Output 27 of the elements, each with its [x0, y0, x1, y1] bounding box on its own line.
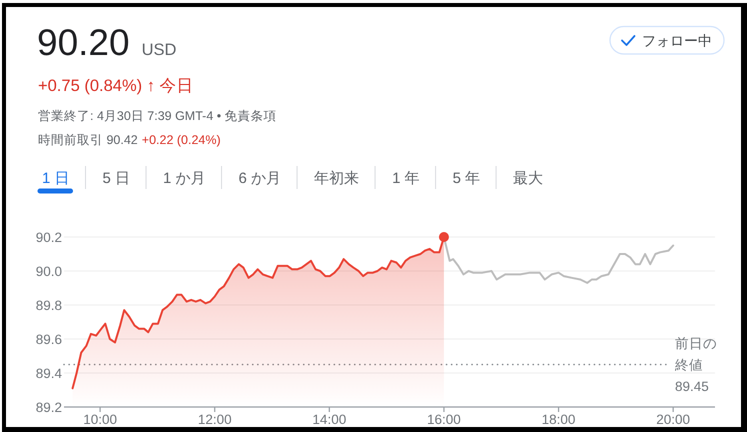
chart-title: 90.20 USD: [37, 22, 177, 63]
text: 5 日: [102, 170, 130, 187]
text: 最大: [513, 170, 544, 187]
text: 時間前取引 90.42: [38, 133, 138, 147]
x-tick-label: 10:00: [83, 412, 117, 427]
x-tick-label: 20:00: [656, 412, 690, 427]
text: 営業終了: 4月30日 7:39 GMT-4 • 免責条項: [38, 109, 277, 123]
text: +0.22 (0.24%): [142, 133, 221, 147]
text: 1 か月: [163, 170, 206, 187]
y-tick-label: 89.4: [36, 366, 62, 381]
text: 1 年: [392, 170, 420, 187]
text: 6 か月: [238, 170, 282, 187]
chart-subtitle: +0.75 (0.84%) ↑ 今日: [38, 77, 194, 95]
ref-line-label: 前日の終値89.45: [675, 336, 717, 394]
y-tick-label: 90.2: [36, 230, 62, 245]
x-tick-label: 14:00: [312, 412, 346, 427]
y-tick-label: 89.8: [36, 298, 62, 313]
y-tick-label: 89.2: [36, 400, 62, 415]
text: 1 日: [42, 170, 70, 187]
x-tick-label: 18:00: [542, 412, 576, 427]
button: フォロー中: [609, 26, 725, 55]
x-tick-label: 16:00: [427, 412, 461, 427]
y-tick-label: 90.0: [36, 264, 62, 279]
text: 5 年: [452, 170, 480, 187]
y-tick-label: 89.6: [36, 332, 62, 347]
text: 年初来: [314, 170, 360, 187]
x-tick-label: 12:00: [198, 412, 232, 427]
